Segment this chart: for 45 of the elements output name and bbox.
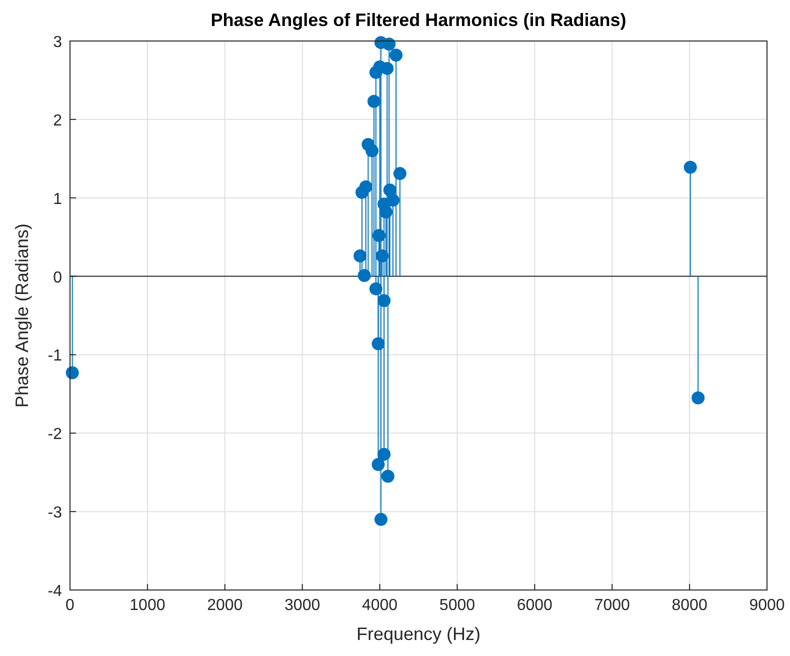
y-tick-label: -3 [48, 504, 62, 522]
y-tick-label: 1 [53, 190, 62, 208]
point [372, 337, 385, 350]
point [66, 366, 79, 380]
y-tick-label: 3 [53, 34, 62, 51]
x-axis-title: Frequency (Hz) [356, 624, 481, 644]
point [359, 180, 372, 194]
x-tick-label: 1000 [130, 597, 166, 614]
y-tick-label: -1 [48, 348, 62, 365]
point [367, 94, 380, 108]
point [354, 249, 367, 262]
point [372, 229, 386, 242]
point [374, 512, 388, 526]
y-tick-label: 0 [53, 269, 62, 286]
x-tick-label: 0 [66, 597, 75, 614]
point [378, 448, 391, 461]
x-tick-label: 7000 [594, 597, 630, 614]
y-tick-label: -2 [48, 426, 62, 444]
point [692, 391, 705, 404]
x-tick-label: 8000 [672, 597, 708, 614]
y-tick-label: -4 [48, 583, 62, 600]
point [358, 269, 371, 282]
point [383, 184, 396, 197]
x-tick-label: 5000 [439, 597, 476, 614]
point [366, 144, 379, 158]
point [380, 62, 394, 75]
point [376, 249, 389, 262]
point [386, 194, 400, 207]
point [393, 167, 406, 180]
point [372, 458, 385, 472]
x-tick-label: 2000 [207, 597, 243, 614]
x-tick-label: 4000 [362, 597, 398, 614]
point [684, 160, 697, 174]
point [379, 205, 392, 218]
point [390, 48, 403, 62]
point [381, 470, 394, 483]
y-axis-title: Phase Angle (Radians) [12, 223, 32, 408]
x-tick-label: 9000 [749, 597, 785, 614]
x-tick-label: 6000 [516, 597, 553, 614]
chart-title: Phase Angles of Filtered Harmonics (in Radians) [210, 10, 626, 30]
x-tick-label: 3000 [284, 597, 320, 614]
point [378, 294, 391, 308]
point [369, 282, 382, 296]
point [382, 38, 396, 51]
y-tick-label: 2 [53, 112, 62, 130]
